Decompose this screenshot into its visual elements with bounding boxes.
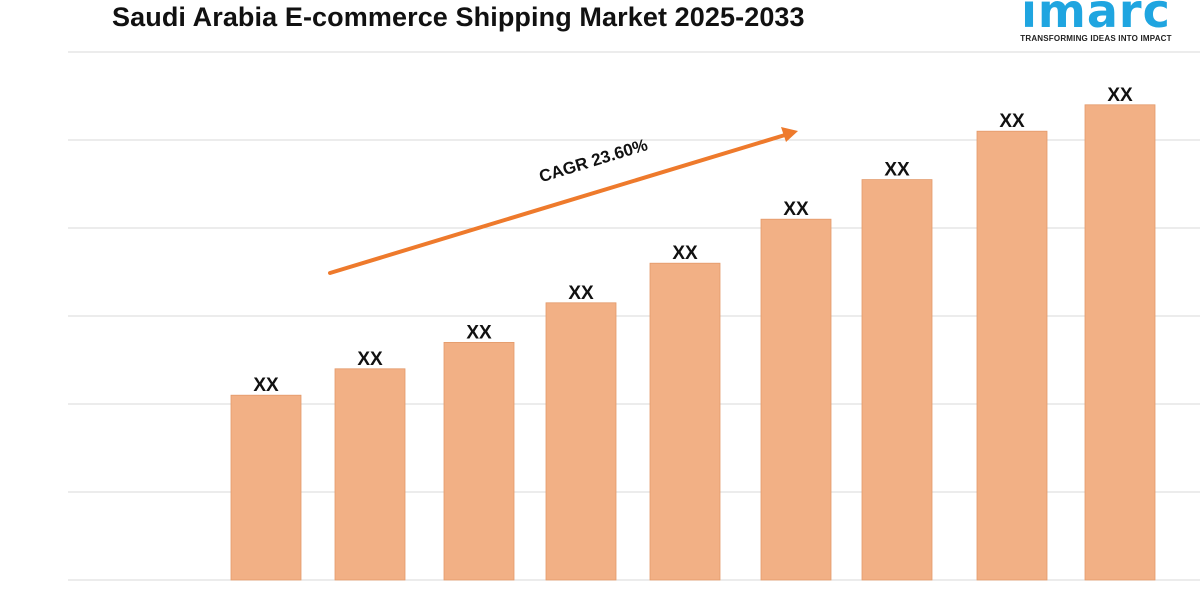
bar [334, 368, 406, 581]
bar [976, 130, 1048, 581]
bar-value-labels: XX XX XX XX XX XX XX XX XX [253, 85, 1133, 396]
bar-value-label: XX [999, 111, 1025, 132]
logo-tagline: TRANSFORMING IDEAS INTO IMPACT [1020, 34, 1172, 43]
cagr-label: CAGR 23.60% [537, 135, 650, 186]
imarc-logo: imarc TRANSFORMING IDEAS INTO IMPACT [1015, 0, 1195, 48]
cagr-arrow-head [781, 127, 798, 142]
bar-value-label: XX [884, 160, 910, 181]
bar-value-label: XX [253, 375, 279, 396]
logo-wordmark: imarc [1021, 0, 1171, 38]
bar-value-label: XX [1107, 85, 1133, 106]
bar [545, 302, 617, 581]
bars [230, 104, 1156, 581]
bar-value-label: XX [466, 322, 492, 343]
bar [760, 218, 832, 581]
bar [649, 262, 721, 581]
bar [861, 179, 933, 581]
bar-value-label: XX [672, 243, 698, 264]
bar [443, 341, 515, 581]
bar-value-label: XX [568, 283, 594, 304]
cagr-arrow-line [328, 133, 787, 275]
bar [230, 394, 302, 581]
chart-title: Saudi Arabia E-commerce Shipping Market … [112, 2, 805, 32]
bar-value-label: XX [783, 199, 809, 220]
bar [1084, 104, 1156, 581]
cagr-annotation: CAGR 23.60% [328, 127, 798, 275]
bar-value-label: XX [357, 349, 383, 370]
